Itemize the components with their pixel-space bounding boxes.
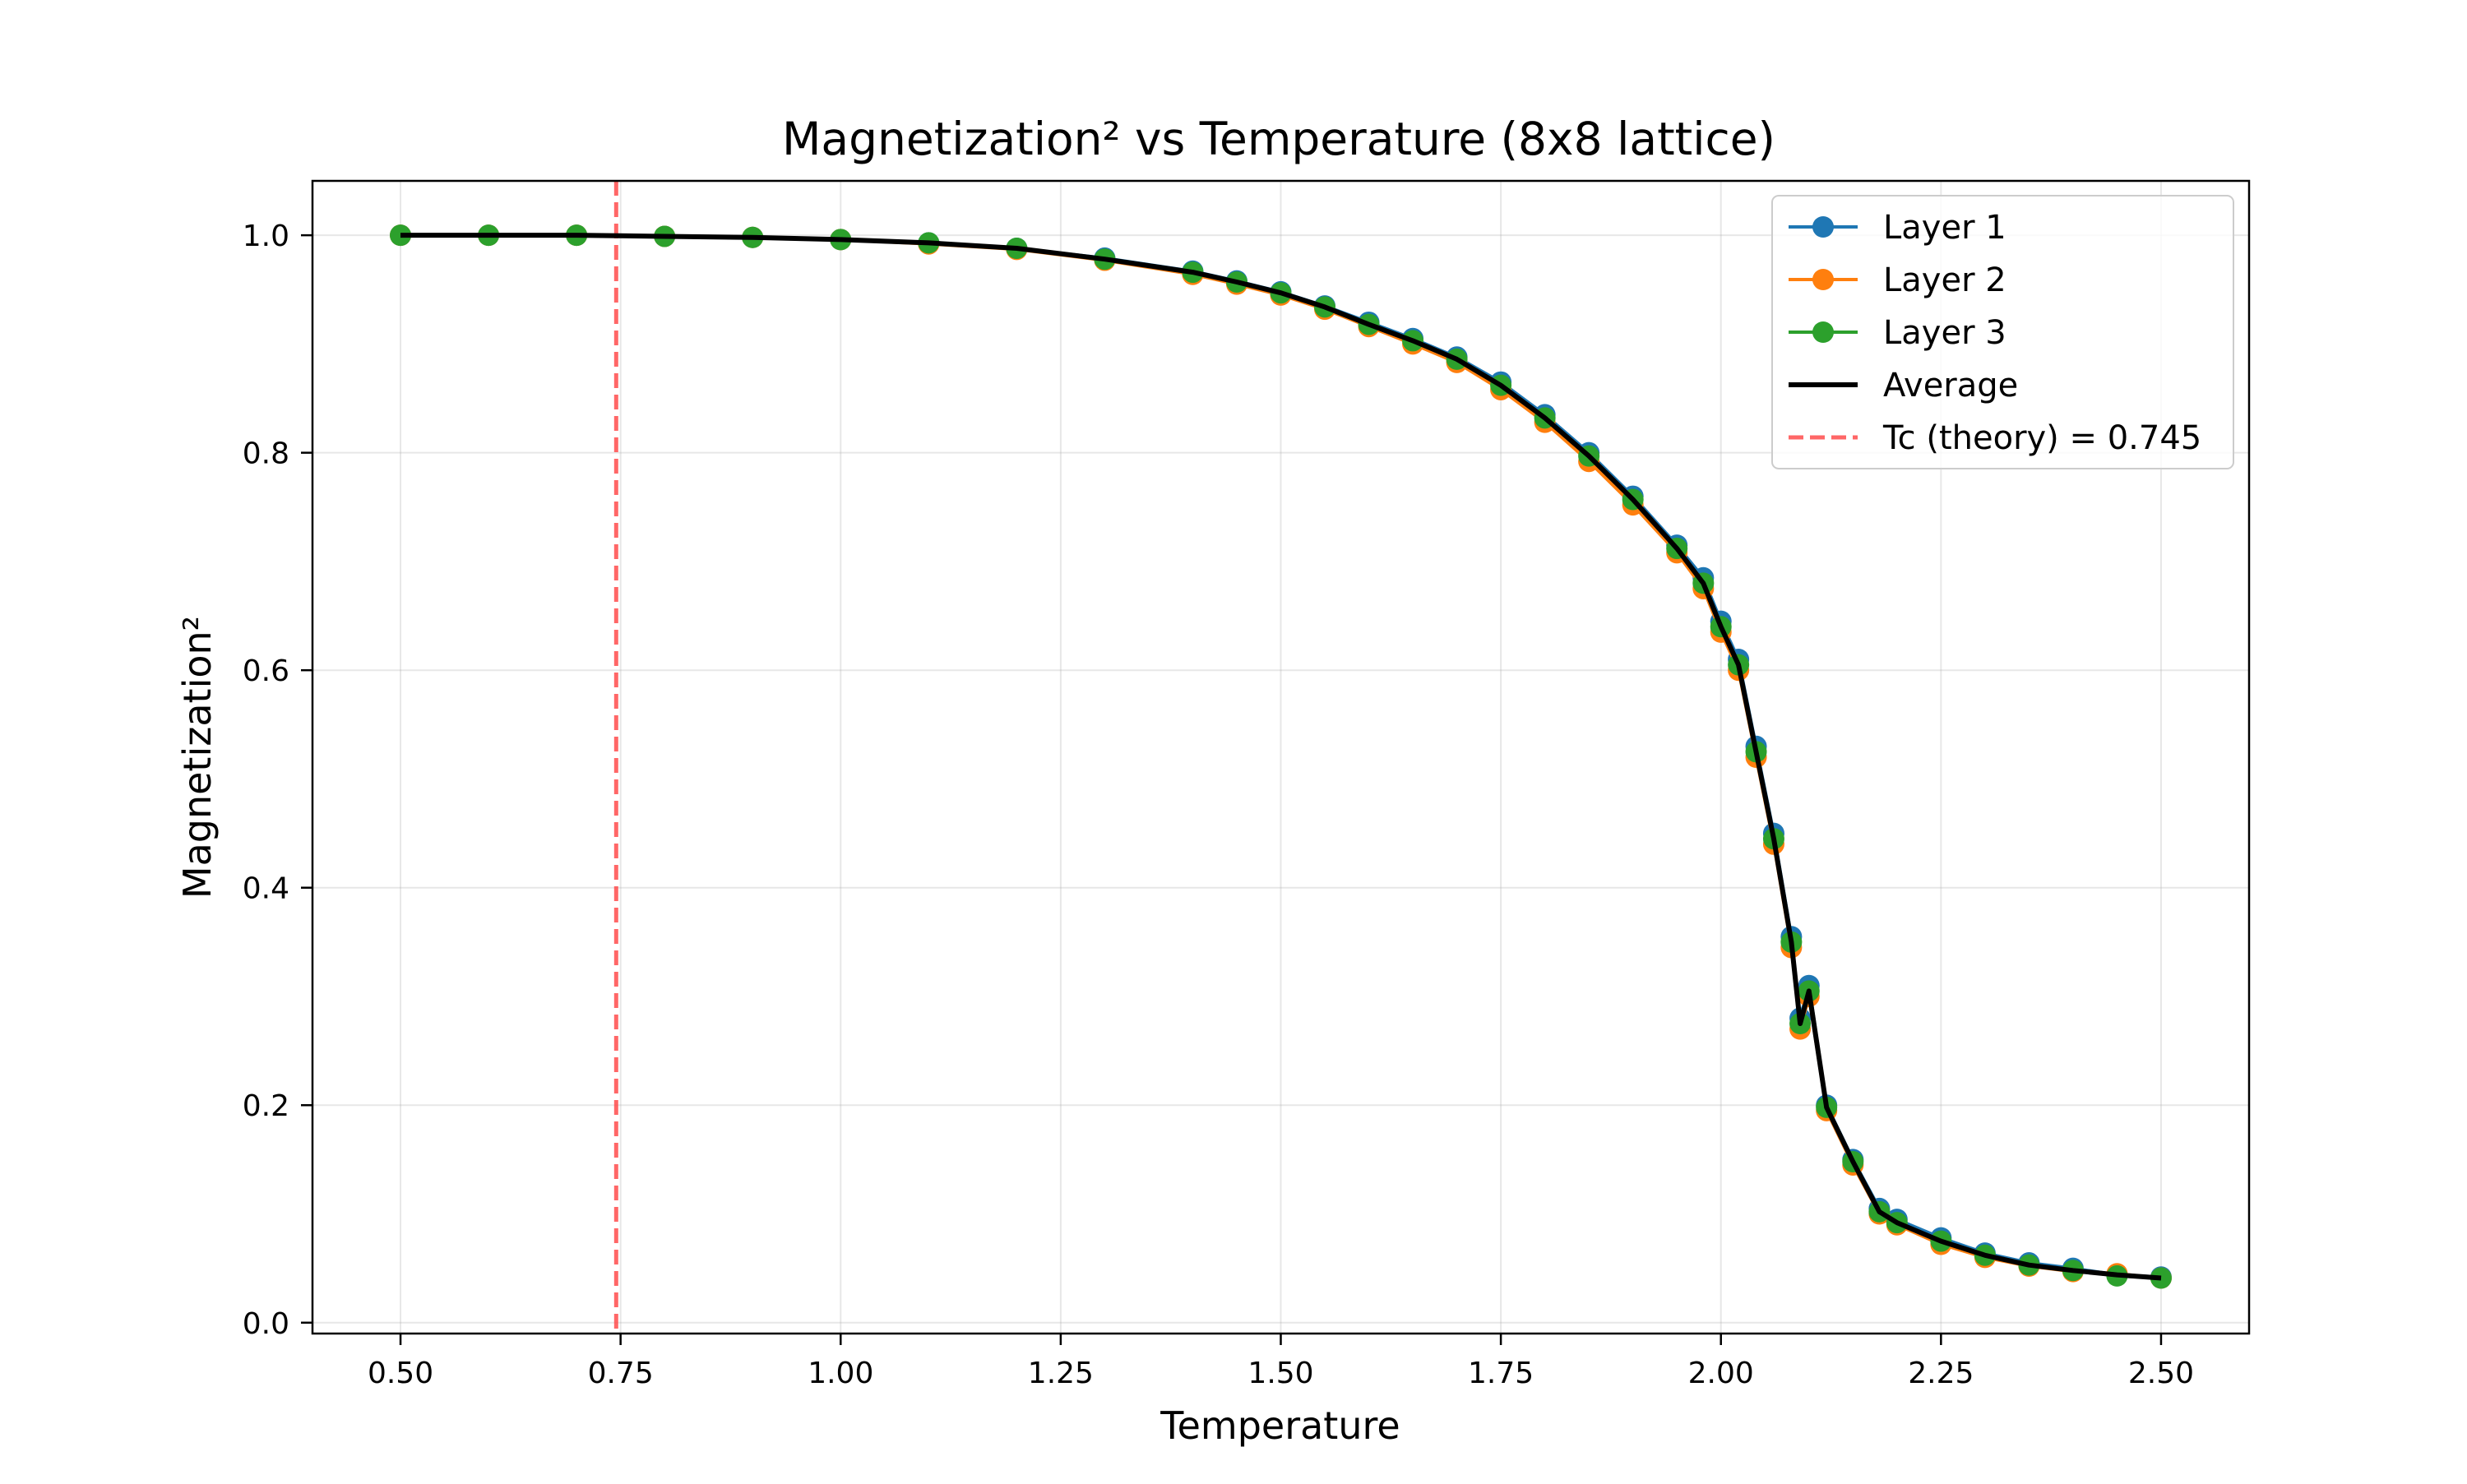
plot-area [390,181,2172,1334]
legend-swatch-marker [1812,321,1834,343]
legend: Layer 1 Layer 2 Layer 3 Average Tc (theory) … [1771,195,2234,469]
legend-label: Layer 1 [1883,209,2006,247]
x-tick-label: 0.75 [588,1357,654,1390]
legend-swatch-marker [1812,269,1834,290]
chart-title: Magnetization² vs Temperature (8x8 latti… [782,113,1775,165]
x-tick-label: 0.50 [368,1357,433,1390]
x-tick-label: 1.75 [1468,1357,1534,1390]
y-tick-label: 0.6 [243,654,289,688]
legend-label: Average [1883,367,2018,405]
y-tick-label: 0.2 [243,1089,289,1123]
x-axis-label: Temperature [1159,1403,1400,1448]
legend-item: Layer 2 [1789,261,2006,299]
y-tick-label: 0.8 [243,437,289,471]
legend-swatch-marker [1812,216,1834,238]
y-axis-label: Magnetization² [175,616,220,899]
legend-item: Layer 1 [1789,209,2006,247]
y-axis: 0.0 0.2 0.4 0.6 0.8 1.0 [243,220,312,1341]
x-tick-label: 2.50 [2128,1357,2194,1390]
y-tick-label: 0.4 [243,872,289,906]
x-axis: 0.50 0.75 1.00 1.25 1.50 1.75 2.00 2.25 2.50 [368,1334,2194,1390]
x-tick-label: 1.25 [1028,1357,1094,1390]
x-tick-label: 2.00 [1688,1357,1754,1390]
y-tick-label: 1.0 [243,220,289,253]
x-tick-label: 1.00 [808,1357,873,1390]
series-line [400,233,2162,1281]
y-tick-label: 0.0 [243,1307,289,1341]
legend-item: Average [1789,367,2018,405]
series-average [400,233,2162,1281]
x-tick-label: 1.50 [1247,1357,1313,1390]
legend-label: Tc (theory) = 0.745 [1882,419,2201,457]
legend-label: Layer 2 [1883,261,2006,299]
legend-frame [1771,195,2234,469]
legend-item: Layer 3 [1789,314,2006,352]
legend-item: Tc (theory) = 0.745 [1789,419,2201,457]
x-tick-label: 2.25 [1908,1357,1974,1390]
legend-label: Layer 3 [1883,314,2006,352]
